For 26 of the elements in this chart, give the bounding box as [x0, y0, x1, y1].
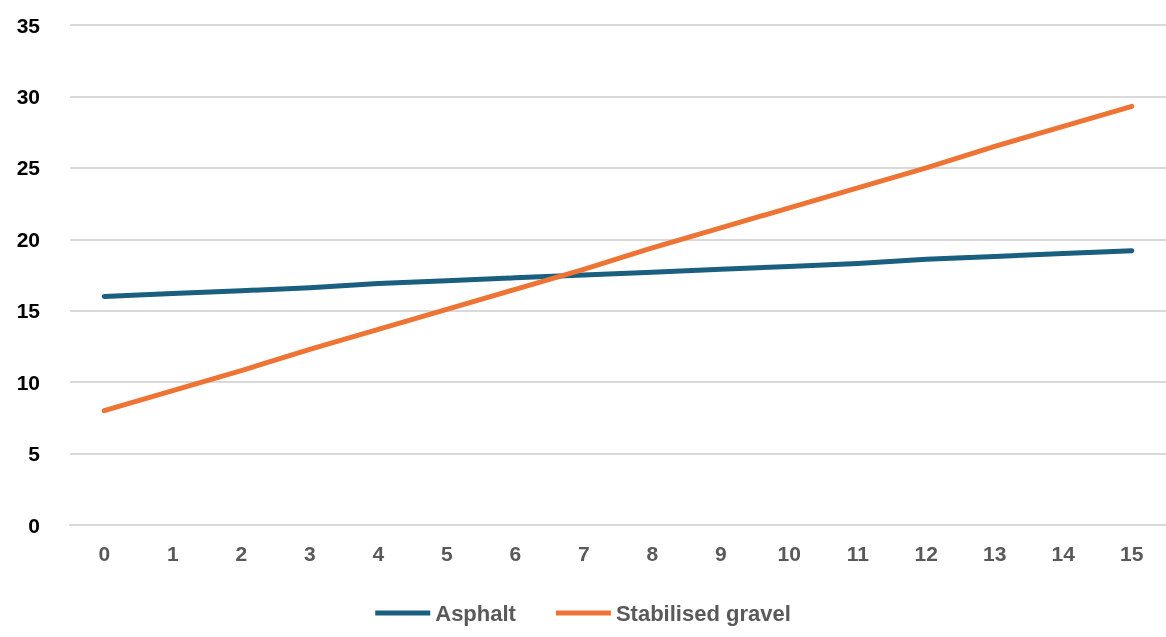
x-tick-label: 7: [577, 542, 590, 565]
x-tick-label: 3: [303, 542, 316, 565]
x-tick-label: 15: [1120, 542, 1144, 565]
x-tick-label: 4: [372, 542, 385, 565]
x-tick-label: 13: [983, 542, 1007, 565]
legend-label: Asphalt: [435, 600, 517, 626]
x-tick-label: 1: [166, 542, 179, 565]
x-tick-label: 5: [440, 542, 453, 565]
x-tick-label: 0: [98, 542, 111, 565]
legend-label: Stabilised gravel: [615, 600, 791, 626]
y-tick-label: 5: [28, 442, 41, 466]
y-tick-label: 35: [16, 13, 41, 37]
x-tick-label: 11: [846, 542, 870, 565]
y-tick-label: 0: [28, 513, 40, 537]
x-tick-label: 8: [646, 542, 659, 565]
y-tick-label: 15: [16, 299, 41, 323]
x-tick-label: 9: [714, 542, 727, 565]
y-tick-label: 20: [16, 227, 40, 251]
x-tick-label: 6: [509, 542, 522, 565]
x-tick-label: 12: [914, 542, 938, 565]
x-tick-label: 2: [235, 542, 248, 565]
y-tick-label: 30: [16, 84, 40, 108]
y-tick-label: 25: [16, 156, 41, 180]
x-tick-label: 10: [777, 542, 801, 565]
x-tick-label: 14: [1051, 542, 1076, 565]
y-tick-label: 10: [16, 370, 40, 394]
